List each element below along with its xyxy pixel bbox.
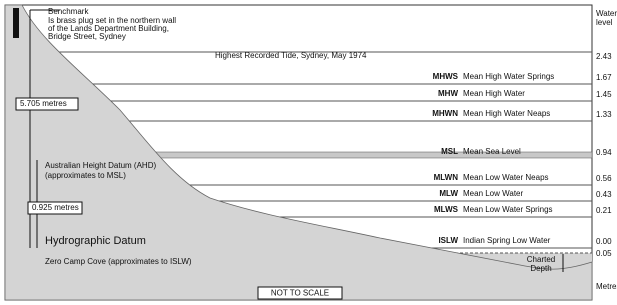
level-abbr: MLW — [439, 189, 458, 198]
level-value: 0.00 — [596, 237, 612, 246]
ahd-title: Australian Height Datum (AHD) — [45, 161, 156, 170]
benchmark-title: Benchmark — [48, 7, 89, 16]
level-abbr: MLWS — [434, 205, 459, 214]
highest-tide: Highest Recorded Tide, Sydney, May 1974 — [215, 51, 367, 60]
level-value: 0.43 — [596, 190, 612, 199]
level-abbr: MHWS — [433, 72, 459, 81]
benchmark-post — [13, 8, 19, 38]
level-value: 2.43 — [596, 52, 612, 61]
level-name: Mean Low Water — [463, 189, 524, 198]
level-abbr: ISLW — [438, 236, 458, 245]
charted-depth: Charted — [527, 255, 555, 264]
page: { "benchmark": {"title": "Benchmark", "d… — [0, 0, 617, 305]
hydrographic-datum: Hydrographic Datum — [45, 235, 146, 247]
benchmark-desc: Bridge Street, Sydney — [48, 32, 126, 41]
level-name: Mean High Water Neaps — [463, 109, 550, 118]
unit: Metres — [596, 282, 617, 291]
ahd-height: 0.925 metres — [32, 203, 79, 212]
benchmark-height: 5.705 metres — [20, 99, 67, 108]
level-abbr: MLWN — [434, 173, 459, 182]
level-value: 0.56 — [596, 174, 612, 183]
level-name: Mean High Water — [463, 89, 525, 98]
level-value: 1.67 — [596, 73, 612, 82]
level-name: Mean High Water Springs — [463, 72, 554, 81]
column-header: level — [596, 18, 613, 27]
zero-note: Zero Camp Cove (approximates to ISLW) — [45, 257, 192, 266]
level-value: 0.05 — [596, 249, 612, 258]
level-name: Mean Low Water Neaps — [463, 173, 549, 182]
charted-depth: Depth — [530, 264, 551, 273]
level-abbr: MSL — [441, 147, 458, 156]
level-name: Mean Sea Level — [463, 147, 521, 156]
diagram: Benchmark Is brass plug set in the north… — [0, 0, 617, 305]
level-abbr: MHW — [438, 89, 458, 98]
column-header: Water — [596, 9, 617, 18]
ahd-note: (approximates to MSL) — [45, 171, 126, 180]
level-value: 1.33 — [596, 110, 612, 119]
level-name: Indian Spring Low Water — [463, 236, 551, 245]
level-abbr: MHWN — [432, 109, 458, 118]
level-value: 1.45 — [596, 90, 612, 99]
level-name: Mean Low Water Springs — [463, 205, 553, 214]
footer: NOT TO SCALE — [271, 289, 329, 298]
level-value: 0.94 — [596, 148, 612, 157]
level-value: 0.21 — [596, 206, 612, 215]
